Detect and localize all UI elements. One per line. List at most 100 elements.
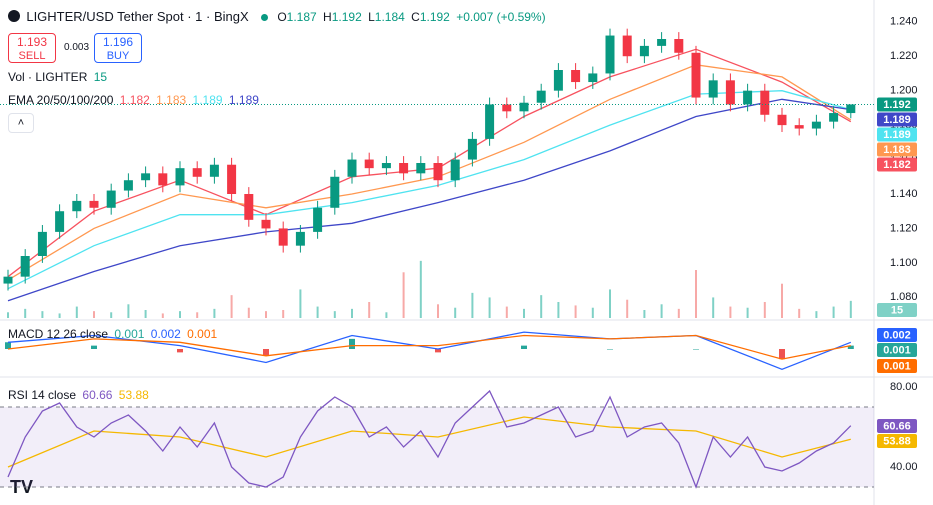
candle-body	[743, 90, 753, 105]
volume-badge-bg	[877, 303, 917, 317]
volume-bar	[213, 308, 216, 318]
symbol-icon	[8, 10, 20, 22]
candle-body	[399, 163, 409, 174]
volume-bar	[144, 310, 147, 318]
collapse-button[interactable]: ˄	[8, 113, 34, 133]
volume-bar	[488, 297, 491, 318]
sell-button[interactable]: 1.193 SELL	[8, 33, 56, 63]
price-badge-label: 1.189	[883, 114, 911, 126]
volume-bar	[402, 272, 405, 318]
candle-body	[364, 159, 374, 169]
volume-bar	[729, 306, 732, 318]
volume-bar	[643, 310, 646, 318]
price-badge-bg	[877, 97, 917, 112]
candle-body	[175, 168, 185, 186]
macd-hist-badge-label: 0.001	[883, 344, 911, 356]
candle-body	[20, 256, 30, 277]
candle-body	[72, 200, 82, 212]
buy-button[interactable]: 1.196 BUY	[94, 33, 142, 63]
candle-body	[536, 90, 546, 103]
candle-body	[622, 35, 632, 57]
ohlc-label: C	[411, 10, 420, 24]
macd-signal-value: 0.001	[187, 327, 218, 341]
candle-body	[227, 164, 237, 194]
y-tick-label: 1.140	[890, 188, 918, 200]
rsi-line	[7, 389, 852, 489]
price-badge-bg	[877, 142, 917, 157]
candle-body	[381, 163, 391, 169]
symbol-legend: LIGHTER/USD Tether Spot · 1 · BingX O1.1…	[8, 9, 549, 24]
rsi-title: RSI 14 close	[8, 388, 77, 402]
spread: 0.003	[64, 42, 90, 53]
volume-bar	[93, 311, 95, 318]
candle-body	[502, 104, 512, 112]
ohlc-label: O	[277, 10, 287, 24]
y-tick-label: 40.00	[890, 461, 918, 473]
volume-bar	[849, 300, 852, 318]
volume-bar	[505, 306, 508, 318]
volume-bar	[368, 302, 371, 318]
candle-body	[760, 90, 770, 115]
sell-label: SELL	[18, 50, 46, 62]
macd-signal-badge-bg	[877, 359, 917, 373]
macd-legend: MACD 12 26 close 0.001 0.002 0.001	[8, 327, 220, 341]
price-badge-bg	[877, 157, 917, 172]
volume-bar	[626, 299, 629, 318]
buy-price: 1.196	[102, 35, 134, 49]
volume-bar	[523, 308, 525, 318]
macd-signal-badge: 0.001	[877, 359, 917, 373]
candle-body	[433, 163, 443, 181]
candle-body	[829, 113, 839, 122]
volume-bar	[677, 308, 680, 318]
macd-histogram-bar	[435, 349, 441, 353]
macd-histogram-bar	[779, 349, 785, 360]
ohlc-value: 1.192	[419, 10, 450, 24]
volume-bar	[712, 297, 715, 318]
y-tick-label: 1.120	[890, 222, 918, 234]
candle-body	[278, 228, 288, 246]
volume-bar	[75, 306, 78, 318]
macd-hist-badge-bg	[877, 343, 917, 357]
svg-text:TV: TV	[10, 477, 33, 497]
volume-bar	[7, 312, 9, 318]
candle-body	[777, 114, 787, 126]
ema-value: 1.189	[228, 93, 259, 107]
volume-bar	[781, 283, 783, 318]
macd-histogram-bar	[263, 349, 269, 356]
ema-title: EMA 20/50/100/200	[8, 93, 114, 107]
volume-bar	[763, 302, 766, 318]
ema-line	[7, 48, 852, 278]
price-badge-label: 1.183	[883, 144, 911, 156]
candle-body	[209, 164, 219, 177]
candle-body	[639, 45, 649, 57]
macd-badge-bg	[877, 328, 917, 342]
candle-body	[725, 80, 735, 105]
price-badge-label: 1.189	[883, 129, 911, 141]
y-tick-label: 1.100	[890, 257, 918, 269]
candle-body	[846, 104, 856, 114]
candle-body	[347, 159, 357, 177]
macd-histogram-bar	[693, 349, 699, 350]
price-badge: 1.183	[877, 142, 917, 157]
candle-body	[3, 276, 13, 284]
volume-bar	[557, 302, 560, 318]
volume-bar	[179, 311, 181, 318]
candle-body	[605, 35, 615, 74]
macd-histogram-bar	[91, 345, 97, 349]
volume-bar	[832, 306, 835, 318]
candle-body	[158, 173, 168, 186]
ema-value: 1.189	[192, 93, 223, 107]
volume-bar	[299, 289, 302, 318]
price-badge-bg	[877, 112, 917, 127]
candle-body	[553, 70, 563, 91]
candle-body	[450, 159, 460, 181]
volume-bar	[695, 270, 697, 318]
volume-bar	[282, 310, 285, 318]
price-badge: 1.192	[877, 97, 917, 112]
price-badge-label: 1.182	[883, 159, 911, 171]
volume-bar	[437, 304, 439, 318]
volume-bar	[385, 312, 388, 318]
ohlc-label: H	[323, 10, 332, 24]
